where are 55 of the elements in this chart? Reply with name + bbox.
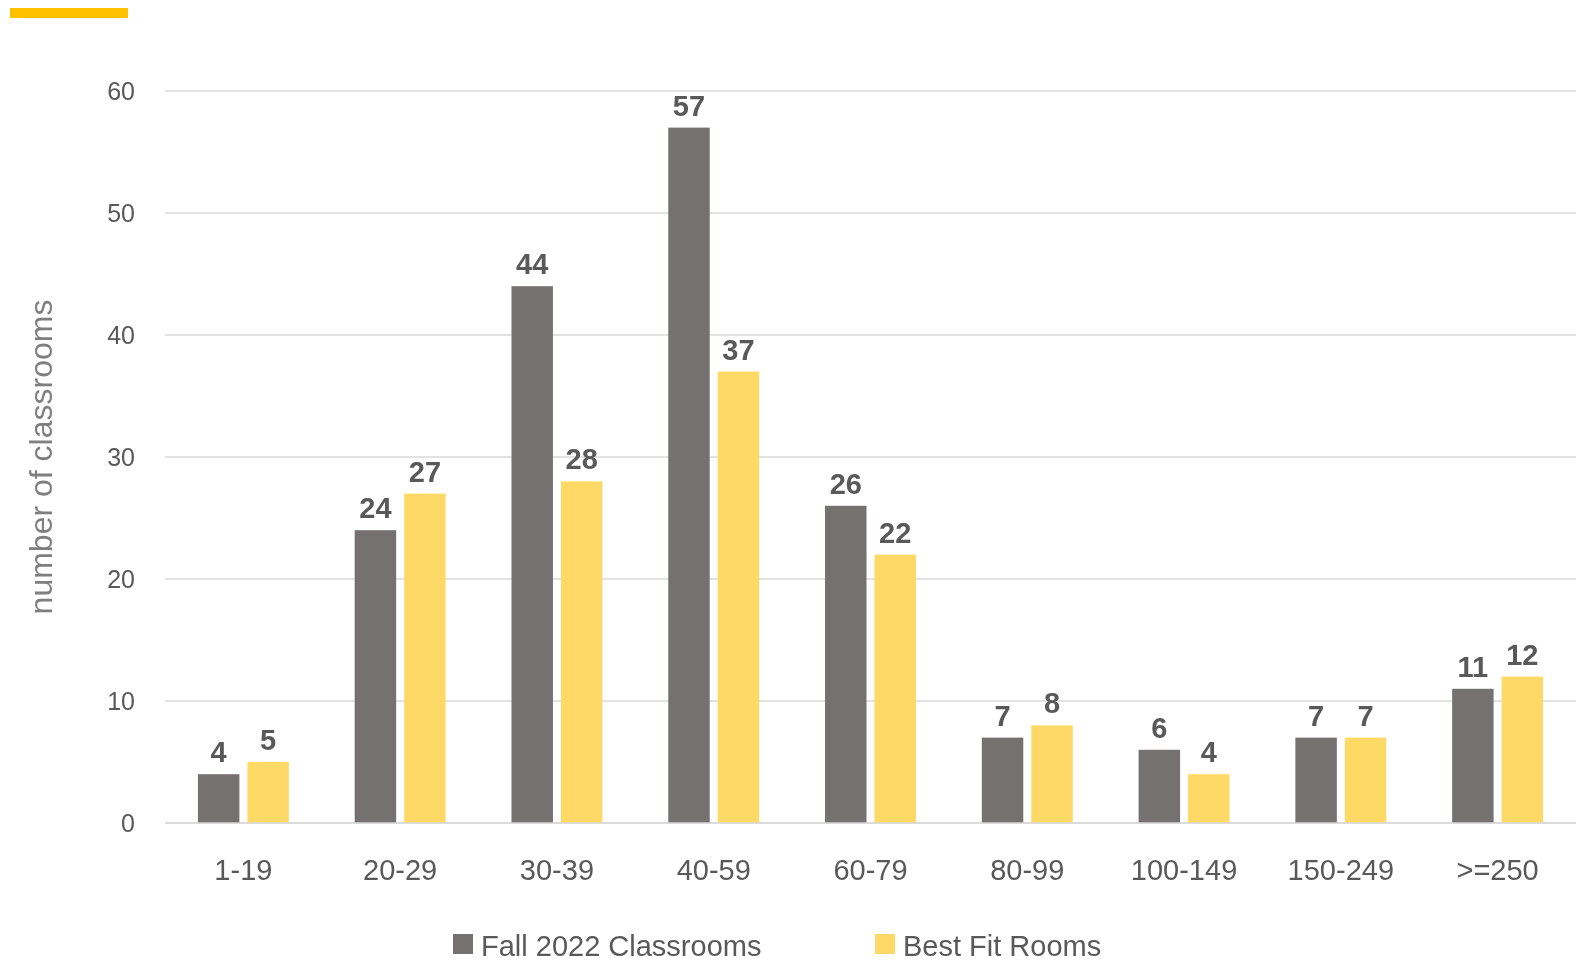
- bar: [404, 493, 446, 823]
- data-label: 4: [210, 736, 227, 769]
- y-axis-title: number of classrooms: [23, 299, 59, 615]
- y-tick-label: 10: [107, 687, 135, 715]
- data-label: 37: [722, 333, 755, 366]
- x-tick-label: 40-59: [676, 854, 751, 886]
- x-tick-label: 60-79: [833, 854, 908, 886]
- bar: [825, 505, 867, 823]
- data-label: 6: [1151, 711, 1168, 744]
- bar: [981, 737, 1024, 823]
- y-tick-label: 40: [107, 321, 135, 349]
- bar: [1295, 737, 1337, 823]
- y-tick-label: 50: [107, 199, 135, 227]
- data-label: 26: [829, 467, 862, 500]
- bar: [1344, 737, 1387, 823]
- data-label: 27: [408, 455, 442, 488]
- bar: [560, 481, 603, 823]
- x-tick-label: 1-19: [214, 854, 273, 886]
- y-tick-label: 30: [107, 443, 135, 471]
- data-label: 22: [879, 516, 912, 549]
- y-tick-label: 60: [107, 77, 135, 105]
- bar: [247, 762, 289, 823]
- x-tick-label: 100-149: [1130, 854, 1238, 886]
- x-tick-label: 80-99: [990, 854, 1065, 886]
- data-label: 4: [1200, 736, 1217, 769]
- bar: [1031, 725, 1073, 823]
- data-label: 8: [1043, 687, 1061, 720]
- data-label: 12: [1506, 638, 1539, 671]
- bar: [1501, 676, 1544, 823]
- data-label: 5: [260, 724, 277, 756]
- data-label: 11: [1457, 650, 1489, 683]
- bar: [511, 286, 553, 823]
- bar: [717, 371, 760, 823]
- data-label: 24: [359, 492, 392, 525]
- legend-label: Fall 2022 Classrooms: [481, 930, 762, 962]
- y-tick-label: 20: [107, 565, 135, 593]
- bar: [668, 127, 710, 823]
- y-tick-label: 0: [121, 809, 135, 837]
- x-tick-label: 20-29: [363, 854, 438, 886]
- data-label: 57: [672, 89, 706, 122]
- data-label: 44: [516, 248, 549, 281]
- data-label: 7: [994, 699, 1011, 732]
- bar: [1188, 774, 1230, 823]
- bar: [874, 554, 916, 823]
- bar: [197, 774, 240, 823]
- x-tick-label: 30-39: [519, 854, 595, 886]
- data-label: 7: [1308, 699, 1325, 732]
- x-tick-label: 150-249: [1287, 854, 1395, 886]
- bar: [354, 530, 397, 823]
- x-tick-label: >=250: [1456, 854, 1539, 886]
- data-label: 28: [565, 443, 598, 476]
- bar: [1452, 688, 1494, 823]
- legend-label: Best Fit Rooms: [903, 930, 1102, 962]
- bar: [1138, 749, 1181, 823]
- data-label: 7: [1357, 699, 1374, 732]
